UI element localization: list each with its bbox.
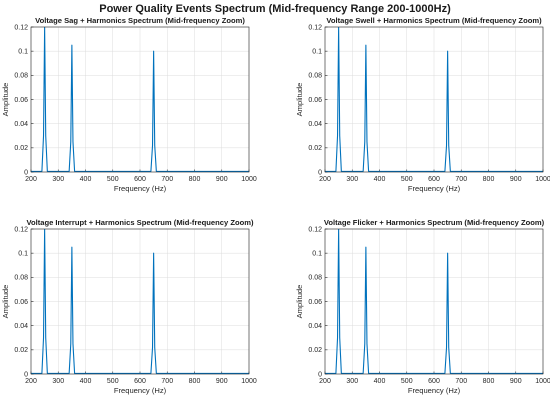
- y-tick-label: 0.06: [14, 97, 28, 104]
- y-tick-label: 0.02: [14, 145, 28, 152]
- y-tick-label: 0: [24, 169, 28, 176]
- x-tick-label: 700: [161, 378, 173, 385]
- x-tick-label: 600: [134, 176, 146, 183]
- y-tick-label: 0.12: [14, 226, 28, 233]
- x-axis-label: Frequency (Hz): [114, 184, 167, 193]
- spectrum-line-interrupt: [31, 229, 249, 374]
- y-tick-label: 0.04: [14, 121, 28, 128]
- subplot-title: Voltage Swell + Harmonics Spectrum (Mid-…: [326, 16, 542, 25]
- x-tick-label: 300: [346, 176, 358, 183]
- x-tick-label: 600: [134, 378, 146, 385]
- x-tick-label: 900: [216, 176, 228, 183]
- y-tick-label: 0.06: [308, 97, 322, 104]
- x-tick-label: 400: [80, 176, 92, 183]
- x-tick-label: 400: [80, 378, 92, 385]
- figure-title: Power Quality Events Spectrum (Mid-frequ…: [99, 3, 451, 15]
- y-tick-label: 0.12: [308, 24, 322, 31]
- subplot-sag: 200 300 400 500 600 700 800 900 1000 0 0.02 0.04 0.0…: [1, 16, 257, 193]
- x-tick-label: 200: [25, 176, 37, 183]
- y-tick-label: 0: [318, 169, 322, 176]
- x-tick-label: 800: [483, 176, 495, 183]
- y-tick-label: 0.02: [14, 347, 28, 354]
- subplot-title: Voltage Sag + Harmonics Spectrum (Mid-fr…: [35, 16, 245, 25]
- x-tick-label: 1000: [241, 378, 257, 385]
- x-tick-label: 700: [455, 378, 467, 385]
- y-tick-label: 0.1: [18, 49, 28, 56]
- axes-frame: [30, 228, 250, 375]
- spectrum-line-sag: [31, 27, 249, 172]
- subplot-grid: 200 300 400 500 600 700 800 900 1000 0 0.02 0.04 0.0…: [1, 16, 550, 395]
- x-tick-label: 200: [319, 378, 331, 385]
- y-tick-label: 0.02: [308, 145, 322, 152]
- x-tick-label: 800: [189, 176, 201, 183]
- y-axis-label: Amplitude: [1, 83, 10, 117]
- x-tick-label: 1000: [535, 176, 550, 183]
- subplot-interrupt: 200 300 400 500 600 700 800 900 1000 0 0.02 0.04 0.0…: [1, 218, 257, 395]
- x-tick-label: 300: [346, 378, 358, 385]
- x-tick-label: 800: [189, 378, 201, 385]
- y-tick-label: 0.02: [308, 347, 322, 354]
- x-tick-label: 500: [401, 378, 413, 385]
- x-tick-label: 700: [455, 176, 467, 183]
- y-tick-label: 0.08: [14, 73, 28, 80]
- x-tick-label: 700: [161, 176, 173, 183]
- y-axis-label: Amplitude: [295, 285, 304, 319]
- x-tick-label: 600: [428, 176, 440, 183]
- y-tick-label: 0.08: [308, 275, 322, 282]
- axes-frame: [324, 26, 544, 173]
- x-tick-label: 400: [374, 176, 386, 183]
- x-tick-label: 300: [52, 176, 64, 183]
- axes-frame: [324, 228, 544, 375]
- x-tick-label: 1000: [535, 378, 550, 385]
- x-tick-label: 900: [510, 378, 522, 385]
- x-tick-label: 500: [107, 378, 119, 385]
- y-tick-label: 0.12: [14, 24, 28, 31]
- y-tick-label: 0.06: [14, 299, 28, 306]
- x-tick-label: 600: [428, 378, 440, 385]
- y-tick-label: 0.08: [14, 275, 28, 282]
- y-axis-label: Amplitude: [1, 285, 10, 319]
- x-tick-label: 500: [401, 176, 413, 183]
- y-axis-label: Amplitude: [295, 83, 304, 117]
- y-tick-label: 0: [24, 371, 28, 378]
- y-tick-label: 0.08: [308, 73, 322, 80]
- y-tick-label: 0.12: [308, 226, 322, 233]
- subplot-title: Voltage Interrupt + Harmonics Spectrum (…: [26, 218, 254, 227]
- x-tick-label: 800: [483, 378, 495, 385]
- spectrum-line-swell: [325, 27, 543, 172]
- y-tick-label: 0.04: [308, 323, 322, 330]
- x-axis-label: Frequency (Hz): [114, 386, 167, 395]
- axes-frame: [30, 26, 250, 173]
- x-tick-label: 400: [374, 378, 386, 385]
- subplot-title: Voltage Flicker + Harmonics Spectrum (Mi…: [324, 218, 545, 227]
- subplot-swell: 200 300 400 500 600 700 800 900 1000 0 0.02 0.04 0.0…: [295, 16, 550, 193]
- y-tick-label: 0.1: [312, 49, 322, 56]
- x-tick-label: 900: [216, 378, 228, 385]
- x-tick-label: 1000: [241, 176, 257, 183]
- x-tick-label: 500: [107, 176, 119, 183]
- y-tick-label: 0.1: [18, 251, 28, 258]
- spectrum-line-flicker: [325, 229, 543, 374]
- y-tick-label: 0.06: [308, 299, 322, 306]
- y-tick-label: 0.1: [312, 251, 322, 258]
- x-tick-label: 300: [52, 378, 64, 385]
- subplot-flicker: 200 300 400 500 600 700 800 900 1000 0 0.02 0.04 0.0…: [295, 218, 550, 395]
- x-axis-label: Frequency (Hz): [408, 386, 461, 395]
- x-tick-label: 200: [319, 176, 331, 183]
- y-tick-label: 0: [318, 371, 322, 378]
- x-tick-label: 200: [25, 378, 37, 385]
- x-tick-label: 900: [510, 176, 522, 183]
- y-tick-label: 0.04: [308, 121, 322, 128]
- x-axis-label: Frequency (Hz): [408, 184, 461, 193]
- y-tick-label: 0.04: [14, 323, 28, 330]
